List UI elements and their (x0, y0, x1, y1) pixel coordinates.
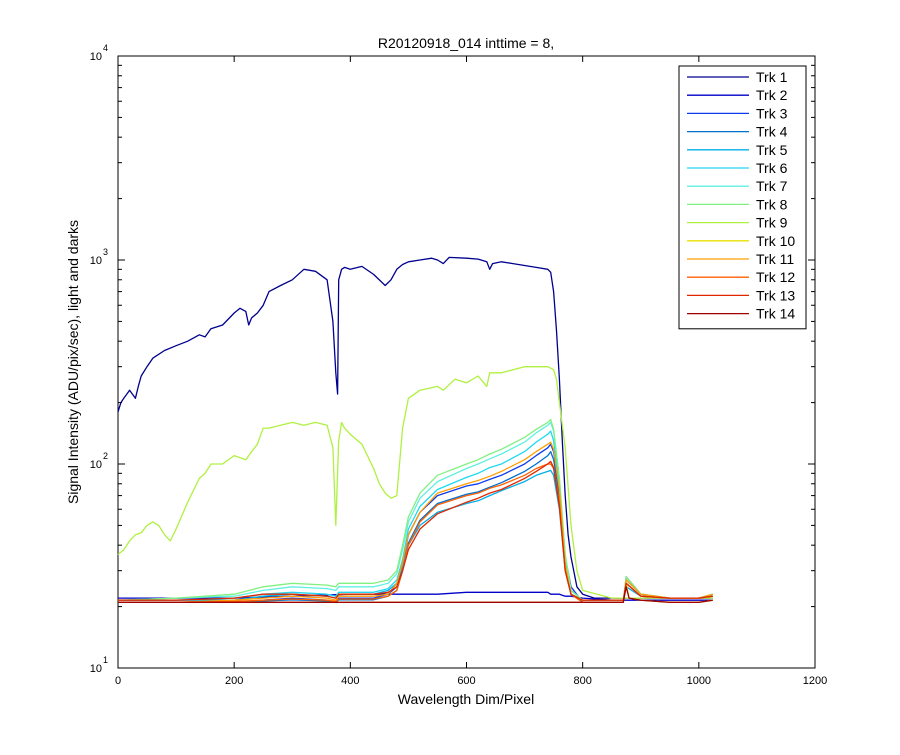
legend: Trk 1 Trk 2 Trk 3 Trk 4 Trk 5 Trk 6 Trk 7 Trk 8… (678, 65, 807, 330)
y-tick-label-base: 10 (90, 255, 102, 267)
x-axis-ticks: 0 200 400 600 800 1000 1200 (115, 56, 827, 687)
legend-entry: Trk 4 (756, 124, 788, 140)
y-tick-label-exp: 2 (103, 451, 108, 461)
y-tick-label-base: 10 (90, 51, 102, 63)
y-tick-label-exp: 3 (103, 247, 108, 257)
series-lines (117, 256, 713, 603)
y-axis-label: Signal Intensity (ADU/pix/sec), light an… (65, 220, 81, 504)
x-tick-label: 600 (457, 675, 475, 687)
legend-entry: Trk 3 (756, 105, 788, 121)
x-tick-label: 200 (225, 675, 243, 687)
legend-entry: Trk 13 (756, 287, 795, 303)
x-tick-label: 1200 (803, 675, 827, 687)
legend-entry: Trk 8 (756, 196, 788, 212)
y-tick-label-base: 10 (90, 663, 102, 675)
y-tick-label-exp: 1 (103, 655, 108, 665)
series-line-trk-14 (118, 586, 713, 603)
y-tick-label-exp: 4 (103, 43, 108, 53)
chart-title: R20120918_014 inttime = 8, (378, 35, 554, 51)
x-axis-label: Wavelength Dim/Pixel (398, 691, 534, 707)
series-line-trk-9 (117, 366, 713, 599)
legend-entry: Trk 9 (756, 215, 788, 231)
legend-entry: Trk 10 (756, 233, 795, 249)
series-line-trk-13 (118, 460, 713, 601)
legend-entry: Trk 14 (756, 306, 795, 322)
legend-entry: Trk 7 (756, 178, 788, 194)
x-tick-label: 0 (115, 675, 121, 687)
legend-entry: Trk 5 (756, 142, 788, 158)
y-tick-label-base: 10 (90, 459, 102, 471)
legend-entry: Trk 1 (756, 69, 788, 85)
x-tick-label: 400 (341, 675, 359, 687)
legend-entry: Trk 2 (756, 87, 788, 103)
legend-entry: Trk 12 (756, 269, 795, 285)
x-tick-label: 800 (573, 675, 591, 687)
legend-box (678, 65, 807, 330)
x-tick-label: 1000 (687, 675, 711, 687)
legend-entry: Trk 6 (756, 160, 788, 176)
legend-entry: Trk 11 (756, 251, 794, 267)
